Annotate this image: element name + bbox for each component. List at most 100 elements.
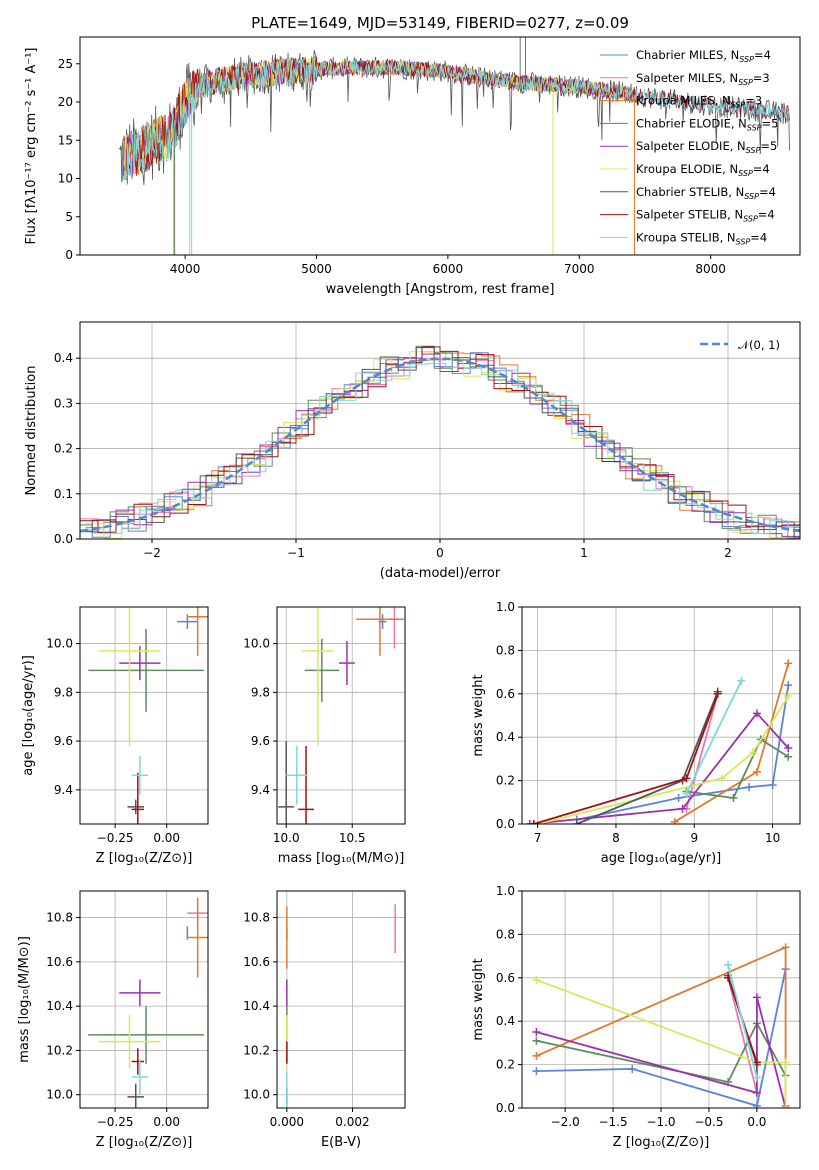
- weight-vs-age-ytick-label: 0.6: [496, 687, 515, 701]
- spectrum-xtick-label: 5000: [301, 262, 332, 276]
- mass-vs-Z-ytick-label: 10.0: [46, 1088, 73, 1102]
- weight-vs-Z-xtick-label: −1.0: [646, 1115, 675, 1129]
- mass-vs-ebv-ytick-label: 10.2: [243, 1043, 270, 1057]
- spectrum-xtick-label: 6000: [433, 262, 464, 276]
- weight-vs-Z-xtick-label: −2.0: [551, 1115, 580, 1129]
- weight-vs-Z-series-5: [536, 979, 787, 1108]
- weight-vs-Z-marker-0: [628, 1064, 637, 1073]
- mass-vs-Z-ytick-label: 10.6: [46, 955, 73, 969]
- weight-vs-age-marker-3: [729, 793, 738, 802]
- age-vs-Z-ytick-label: 9.6: [54, 734, 73, 748]
- age-vs-Z-ylabel: age [log₁₀(age/yr)]: [21, 655, 36, 776]
- weight-vs-age-marker-0: [784, 681, 793, 690]
- weight-vs-Z-marker-5: [532, 975, 541, 984]
- spectrum-ytick-label: 5: [65, 210, 73, 224]
- age-vs-mass-ytick-label: 9.6: [251, 734, 270, 748]
- weight-vs-Z-xlabel: Z [log₁₀(Z/Z⊙)]: [613, 1135, 710, 1150]
- weight-vs-age-marker-0: [674, 793, 683, 802]
- mass-vs-Z-xtick-label: −0.25: [97, 1115, 134, 1129]
- weight-vs-age-marker-7: [529, 820, 538, 824]
- spectrum-series-7: [124, 56, 790, 181]
- weight-vs-age-marker-0: [768, 780, 777, 789]
- weight-vs-age-marker-5: [749, 748, 758, 757]
- weight-vs-age-marker-5: [784, 691, 793, 700]
- weight-vs-age-marker-6: [572, 820, 581, 824]
- weight-vs-Z-xtick-label: −1.5: [598, 1115, 627, 1129]
- age-vs-Z-ytick-label: 10.0: [46, 637, 73, 651]
- residuals-xtick-label: 1: [580, 546, 588, 560]
- residuals-xtick-label: 2: [724, 546, 732, 560]
- residuals-ytick-label: 0.3: [54, 396, 73, 410]
- weight-vs-age-marker-8: [682, 789, 691, 798]
- age-vs-mass-xtick-label: 10.0: [273, 831, 300, 845]
- age-vs-mass-xlabel: mass [log₁₀(M/M⊙)]: [278, 851, 405, 866]
- weight-vs-age-marker-2: [670, 817, 679, 824]
- weight-vs-Z-marker-5: [781, 1104, 790, 1108]
- weight-vs-age-ytick-label: 0.8: [496, 643, 515, 657]
- weight-vs-Z-panel: −2.0 −1.5 −1.0 −0.5 0.0 0.0 0.2 0.4 0.6 0.8 1.0 Z […: [471, 884, 801, 1150]
- weight-vs-Z-marker-2: [781, 943, 790, 952]
- residual-hist-2: [85, 352, 800, 539]
- age-vs-mass-ytick-label: 9.8: [251, 685, 270, 699]
- spectrum-xtick-label: 8000: [695, 262, 726, 276]
- spectrum-ytick-label: 25: [58, 57, 73, 71]
- weight-vs-age-xtick-label: 8: [612, 831, 620, 845]
- spectrum-title: PLATE=1649, MJD=53149, FIBERID=0277, z=0…: [251, 14, 629, 32]
- weight-vs-Z-ytick-label: 0.0: [496, 1101, 515, 1115]
- weight-vs-age-series-4: [529, 711, 789, 824]
- weight-vs-Z-marker-8: [752, 1073, 761, 1082]
- age-vs-Z-xlabel: Z [log₁₀(Z/Z⊙)]: [96, 851, 193, 866]
- residuals-ylabel: Normed distribution: [24, 366, 39, 496]
- weight-vs-age-marker-7: [713, 689, 722, 698]
- age-vs-mass-panel: 10.0 10.5 9.4 9.6 9.8 10.0 mass [log₁₀(M/M⊙)]: [243, 606, 406, 866]
- legend-label-8: Kroupa STELIB, NSSP=4: [636, 230, 767, 246]
- spectrum-ytick-label: 0: [65, 248, 73, 262]
- age-vs-Z-ytick-label: 9.8: [54, 685, 73, 699]
- weight-vs-Z-series-8: [727, 964, 758, 1078]
- residual-hist-8: [85, 363, 800, 534]
- mass-vs-ebv-xlabel: E(B-V): [321, 1135, 361, 1150]
- weight-vs-age-ytick-label: 0.4: [496, 730, 515, 744]
- age-vs-mass-xtick-label: 10.5: [339, 831, 366, 845]
- weight-vs-age-marker-5: [717, 774, 726, 783]
- weight-vs-age-marker-8: [737, 676, 746, 685]
- mass-vs-ebv-ytick-label: 10.4: [243, 999, 270, 1013]
- age-vs-Z-ytick-label: 9.4: [54, 783, 73, 797]
- weight-vs-age-frame: [521, 606, 801, 825]
- mass-vs-ebv-xtick-label: 0.000: [270, 1115, 304, 1129]
- mass-vs-Z-ytick-label: 10.4: [46, 999, 73, 1013]
- residuals-ytick-label: 0.2: [54, 442, 73, 456]
- residuals-panel: −2 −1 0 1 2 0.0 0.1 0.2 0.3 0.4 (data-model)/error…: [24, 321, 801, 581]
- weight-vs-Z-marker-7: [752, 1058, 761, 1067]
- spectrum-xtick-label: 4000: [170, 262, 201, 276]
- spectrum-xtick-label: 7000: [564, 262, 595, 276]
- weight-vs-Z-series-4: [536, 997, 787, 1108]
- weight-vs-Z-ylabel: mass weight: [471, 958, 486, 1040]
- spectrum-ytick-label: 10: [58, 172, 73, 186]
- weight-vs-age-marker-4: [678, 804, 687, 813]
- mass-vs-Z-panel: −0.25 0.00 10.0 10.2 10.4 10.6 10.8 Z [log₁₀(Z/…: [17, 890, 209, 1150]
- weight-vs-Z-xtick-label: −0.5: [694, 1115, 723, 1129]
- weight-vs-Z-series-0: [536, 968, 787, 1107]
- weight-vs-age-series-5: [537, 695, 790, 824]
- weight-vs-age-xtick-label: 7: [534, 831, 542, 845]
- weight-vs-age-xtick-label: 9: [690, 831, 698, 845]
- mass-vs-ebv-panel: 0.000 0.002 10.0 10.2 10.4 10.6 10.8 E(B-V): [243, 890, 406, 1150]
- legend-reference-label: 𝒩(0, 1): [738, 338, 780, 352]
- weight-vs-Z-marker-4: [752, 1088, 761, 1097]
- age-vs-Z-xtick-label: 0.00: [153, 831, 180, 845]
- age-vs-mass-frame: [276, 606, 406, 825]
- weight-vs-age-xlabel: age [log₁₀(age/yr)]: [601, 851, 722, 866]
- normal-reference-curve: [79, 357, 801, 533]
- weight-vs-age-marker-3: [784, 752, 793, 761]
- mass-vs-ebv-ytick-label: 10.0: [243, 1088, 270, 1102]
- mass-vs-ebv-frame: [276, 890, 406, 1109]
- residuals-xtick-label: −2: [143, 546, 161, 560]
- legend-label-3: Chabrier ELODIE, NSSP=5: [636, 116, 778, 132]
- weight-vs-age-marker-2: [784, 659, 793, 668]
- residuals-xlabel: (data-model)/error: [380, 566, 501, 581]
- spectrum-ytick-label: 15: [58, 133, 73, 147]
- mass-vs-Z-frame: [79, 890, 209, 1109]
- mass-vs-ebv-ytick-label: 10.6: [243, 955, 270, 969]
